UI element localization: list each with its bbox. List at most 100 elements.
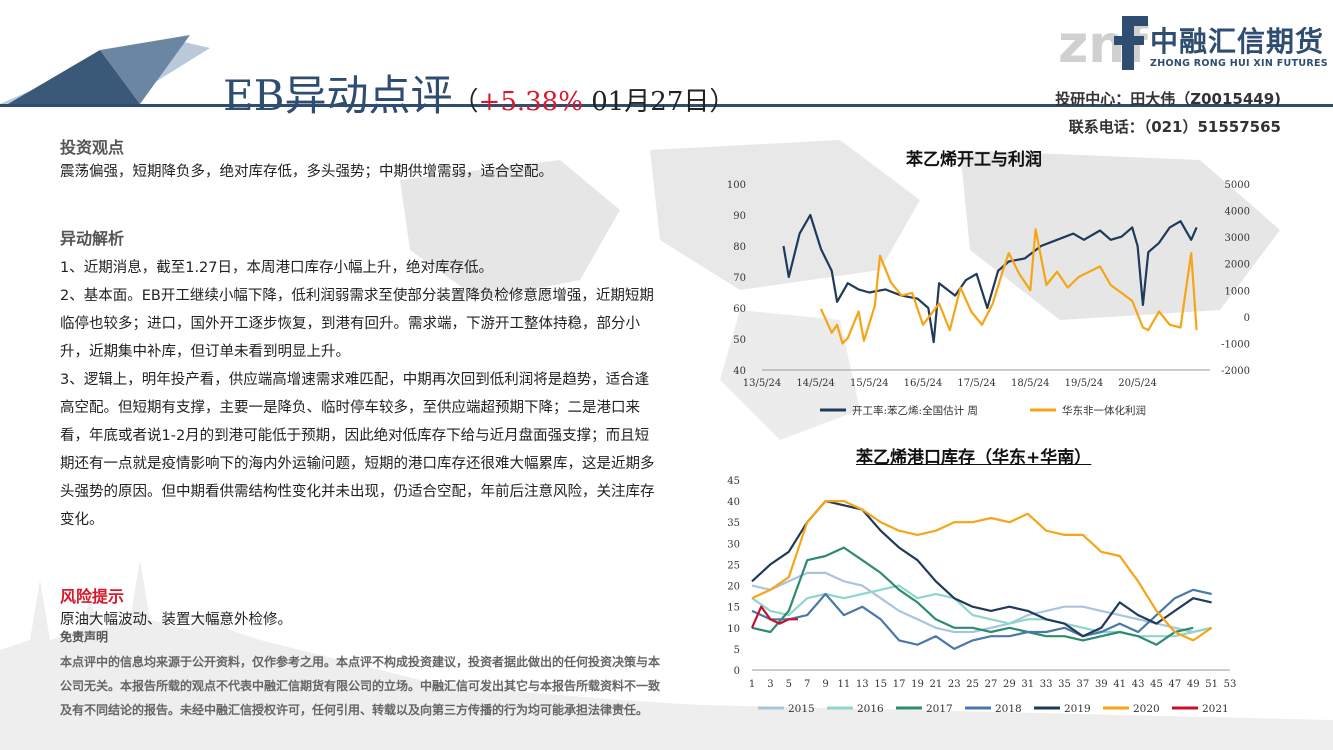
legend-label-2015: 2015 [788,703,815,715]
logo-chinese-name: 中融汇信期货 [1150,25,1325,58]
world-map-background [400,140,1280,440]
x-tick-label: 53 [1224,679,1237,690]
y-tick-label: 20 [727,582,740,593]
y-tick-label: 5 [734,645,740,656]
x-tick-label: 15 [874,679,887,690]
x-tick-label: 11 [838,679,851,690]
series-line-2021 [750,605,798,629]
logo-english-name: ZHONG RONG HUI XIN FUTURES [1150,58,1328,69]
analysis-body: 1、近期消息，截至1.27日，本周港口库存小幅上升，绝对库存低。 2、基本面。E… [60,254,660,534]
series-line-2019 [751,499,1212,638]
contact-phone: 联系电话：（021）51557565 [1068,118,1281,136]
view-text: 震荡偏强，短期降负多，绝对库存低，多头强势；中期供增需弱，适合空配。 [60,164,553,180]
y-tick-label: 35 [727,518,740,529]
y-right-tick-label: -2000 [1221,366,1250,377]
chart1-title: 苯乙烯开工与利润 [906,150,1042,170]
legend-label-0: 开工率:苯乙烯:全国估计 周 [852,404,978,417]
y-tick-label: 30 [727,539,740,550]
header-decoration [0,35,210,104]
x-tick-label: 25 [966,679,979,690]
legend-label-1: 华东非一体化利润 [1062,404,1146,417]
x-tick-label: 33 [1040,679,1053,690]
y-right-tick-label: 5000 [1225,180,1250,191]
series-line-2017 [751,546,1194,646]
disclaimer-text: 本点评中的信息均来源于公开资料，仅作参考之用。本点评不构成投资建议，投资者据此做… [60,655,661,717]
title-date: 01月27日 [582,87,710,117]
x-tick-label: 23 [948,679,961,690]
series-line-2020 [751,499,1213,642]
y-tick-label: 45 [727,476,740,487]
y-tick-label: 15 [727,603,740,614]
legend-label-2019: 2019 [1064,703,1091,715]
x-tick-label: 3 [767,679,773,690]
y-left-tick-label: 60 [733,304,746,315]
risk-text: 原油大幅波动、装置大幅意外检修。 [60,612,292,628]
y-left-tick-label: 90 [733,211,746,222]
x-tick-label: 13/5/24 [743,378,782,389]
x-tick-label: 19/5/24 [1065,378,1104,389]
x-tick-label: 1 [749,679,755,690]
x-tick-label: 17 [893,679,906,690]
analysis-point-2: 2、基本面。EB开工继续小幅下降，低利润弱需求至使部分装置降负检修意愿增强，近期… [60,288,654,360]
x-tick-label: 16/5/24 [904,378,943,389]
disclaimer-heading: 免责声明 [60,630,109,644]
x-tick-label: 17/5/24 [957,378,996,389]
y-left-tick-label: 40 [733,366,746,377]
x-tick-label: 37 [1077,679,1090,690]
company-logo: znf [1058,15,1149,74]
legend-label-2016: 2016 [857,703,884,715]
chart2-title: 苯乙烯港口库存（华东+华南） [856,448,1092,468]
y-right-tick-label: 0 [1244,313,1250,324]
y-left-tick-label: 70 [733,273,746,284]
x-tick-label: 43 [1132,679,1145,690]
y-tick-label: 40 [727,497,740,508]
x-tick-label: 29 [1003,679,1016,690]
y-left-tick-label: 80 [733,242,746,253]
x-tick-label: 27 [985,679,998,690]
header-rule [0,104,1333,107]
legend-label-2021: 2021 [1202,703,1229,715]
series-line-2015 [751,571,1212,634]
legend-label-2018: 2018 [995,703,1022,715]
y-right-tick-label: 4000 [1225,207,1250,218]
series-line-0 [782,213,1198,344]
x-tick-label: 35 [1058,679,1071,690]
y-left-tick-label: 50 [733,335,746,346]
capacity-profit-chart: 40 50 60 70 80 90 100 -2000 -1000 0 1000 2000 3000 40… [727,180,1250,417]
x-tick-label: 19 [911,679,924,690]
x-tick-label: 21 [929,679,942,690]
view-heading: 投资观点 [60,138,125,157]
x-tick-label: 13 [856,679,869,690]
x-tick-label: 39 [1095,679,1108,690]
contact-researcher: 投研中心：田大伟（Z0015449) [1055,90,1281,108]
legend-label-2017: 2017 [926,703,953,715]
change-percent: +5.38% [478,87,583,117]
y-tick-label: 10 [727,624,740,635]
series-line-1 [819,228,1198,345]
y-tick-label: 25 [727,560,740,571]
analysis-point-1: 1、近期消息，截至1.27日，本周港口库存小幅上升，绝对库存低。 [60,260,494,276]
analysis-heading: 异动解析 [60,229,125,248]
x-tick-label: 14/5/24 [796,378,835,389]
x-tick-label: 51 [1205,679,1218,690]
y-left-tick-label: 100 [727,180,746,191]
x-tick-label: 9 [822,679,828,690]
x-tick-label: 47 [1168,679,1181,690]
x-tick-label: 49 [1187,679,1200,690]
series-line-2018 [751,588,1212,650]
y-right-tick-label: 3000 [1225,233,1250,244]
city-skyline-background [0,560,1333,750]
x-tick-label: 5 [786,679,792,690]
y-right-tick-label: 2000 [1225,260,1250,271]
page-title: EB异动点评（+5.38% 01月27日） [223,71,736,120]
y-tick-label: 0 [734,666,740,677]
x-tick-label: 15/5/24 [850,378,889,389]
x-tick-label: 18/5/24 [1011,378,1050,389]
y-right-tick-label: -1000 [1221,339,1250,350]
x-tick-label: 31 [1021,679,1034,690]
x-tick-label: 7 [804,679,810,690]
risk-heading: 风险提示 [60,587,125,606]
x-tick-label: 45 [1150,679,1163,690]
x-tick-label: 41 [1113,679,1126,690]
